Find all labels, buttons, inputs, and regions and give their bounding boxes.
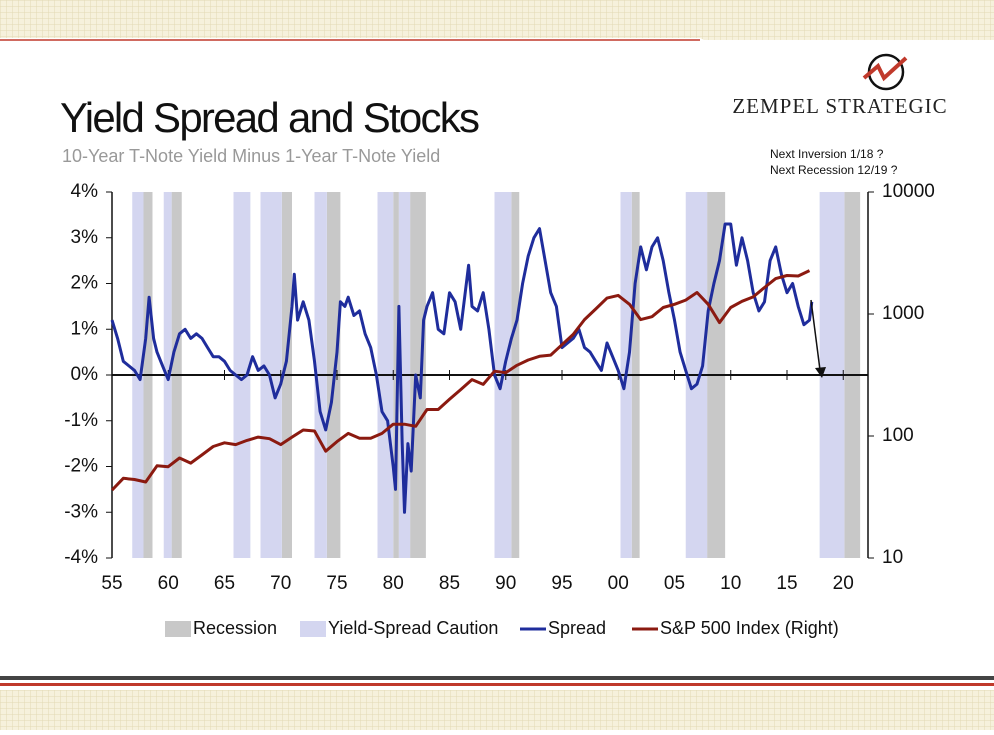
x-tick-label: 80 (383, 573, 404, 594)
series-line (110, 222, 814, 514)
x-tick-label: 20 (833, 573, 854, 594)
y2-tick-label: 100 (882, 425, 914, 446)
y2-tick-label: 10000 (882, 181, 935, 202)
x-tick-label: 65 (214, 573, 235, 594)
y-tick-label: 4% (71, 181, 99, 202)
chart-title: Yield Spread and Stocks (60, 94, 480, 141)
x-tick-label: 90 (495, 573, 516, 594)
x-tick-label: 55 (101, 573, 122, 594)
y-tick-label: -1% (64, 410, 98, 431)
annotation: Next Recession 12/19 ? (770, 163, 898, 177)
legend-swatch (165, 621, 191, 637)
legend-swatch (300, 621, 326, 637)
legend-label: Spread (548, 618, 606, 638)
y-tick-label: 1% (71, 318, 99, 339)
footer-band (0, 676, 994, 730)
x-tick-label: 75 (326, 573, 347, 594)
legend-label: Recession (193, 618, 277, 638)
legend: Recession Yield-Spread Caution Spread S&P 5… (165, 618, 839, 638)
x-tick-label: 85 (439, 573, 460, 594)
y2-tick-label: 10 (882, 547, 903, 568)
logo-text: ZEMPEL STRATEGIC (732, 94, 947, 118)
logo-icon (862, 53, 908, 91)
y-tick-label: -3% (64, 501, 98, 522)
x-tick-label: 70 (270, 573, 291, 594)
legend-label: S&P 500 Index (Right) (660, 618, 839, 638)
y2-tick-label: 1000 (882, 303, 924, 324)
x-tick-label: 00 (608, 573, 629, 594)
annotation: Next Inversion 1/18 ? (770, 147, 884, 161)
x-tick-label: 60 (158, 573, 179, 594)
y-tick-label: 2% (71, 273, 99, 294)
y-tick-label: 3% (71, 227, 99, 248)
header-band (0, 0, 994, 52)
x-tick-label: 05 (664, 573, 685, 594)
y-tick-label: -2% (64, 456, 98, 477)
x-tick-label: 10 (720, 573, 741, 594)
x-tick-label: 15 (776, 573, 797, 594)
series-line (110, 269, 811, 492)
y-tick-label: 0% (71, 364, 99, 385)
forecast-arrow (810, 299, 826, 378)
legend-label: Yield-Spread Caution (328, 618, 498, 638)
y-tick-label: -4% (64, 547, 98, 568)
chart-subtitle: 10-Year T-Note Yield Minus 1-Year T-Note… (62, 146, 440, 166)
x-tick-label: 95 (551, 573, 572, 594)
